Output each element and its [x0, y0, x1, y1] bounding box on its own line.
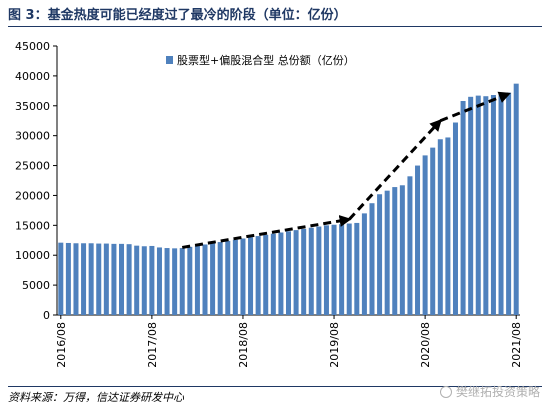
trend-arrow	[439, 91, 511, 123]
bar	[445, 137, 451, 315]
bar	[475, 95, 481, 315]
trend-arrow	[181, 215, 352, 249]
watermark-text: 樊继拓投资策略	[455, 385, 540, 399]
bar	[141, 246, 147, 315]
bar	[111, 243, 117, 315]
x-tick-label: 2016/08	[55, 322, 68, 368]
bar	[96, 243, 102, 315]
bar	[194, 245, 200, 315]
bar	[308, 227, 314, 315]
bar	[483, 96, 489, 315]
source-note: 资料来源：万得，信达证券研发中心	[8, 391, 184, 404]
y-tick-label: 5000	[22, 279, 50, 292]
x-tick-label: 2017/08	[146, 322, 159, 368]
bar	[468, 96, 474, 315]
bar	[415, 165, 421, 315]
bar	[331, 224, 337, 315]
bar	[452, 122, 458, 315]
bar	[339, 224, 345, 315]
bar	[437, 139, 443, 315]
bar	[81, 243, 87, 315]
bar	[202, 244, 208, 315]
bar	[506, 92, 512, 315]
wechat-icon	[439, 385, 452, 398]
bar	[58, 242, 64, 315]
bar	[232, 239, 238, 315]
y-tick-label: 30000	[15, 130, 50, 143]
bar	[255, 236, 261, 315]
x-tick-label: 2018/08	[237, 322, 250, 368]
x-tick-label: 2020/08	[419, 322, 432, 368]
bar	[399, 185, 405, 315]
y-tick-label: 20000	[15, 189, 50, 202]
bar	[240, 238, 246, 315]
bar	[225, 240, 231, 315]
bar	[248, 237, 254, 315]
bar	[293, 230, 299, 315]
bar	[210, 243, 216, 315]
bar	[187, 246, 193, 315]
title-divider	[8, 26, 542, 27]
bar	[460, 100, 466, 316]
bar	[361, 213, 367, 315]
bar	[422, 155, 428, 315]
bar	[490, 95, 496, 315]
bar	[217, 242, 223, 315]
bar	[119, 243, 125, 315]
bar	[369, 203, 375, 315]
bar	[126, 244, 132, 315]
bar	[323, 225, 329, 315]
y-tick-label: 35000	[15, 100, 50, 113]
bar	[513, 83, 519, 315]
bar	[278, 232, 284, 315]
figure-title: 图 3：基金热度可能已经度过了最冷的阶段（单位：亿份）	[8, 8, 347, 23]
bar	[156, 247, 162, 315]
legend-label: 股票型+偏股混合型 总份额（亿份）	[177, 53, 355, 67]
bar	[65, 242, 71, 315]
bar	[263, 234, 269, 315]
bar	[498, 93, 504, 315]
bar	[172, 248, 178, 315]
y-tick-label: 40000	[15, 70, 50, 83]
bar	[430, 147, 436, 315]
bar	[407, 176, 413, 315]
bar	[73, 243, 79, 315]
x-tick-label: 2021/08	[510, 322, 523, 368]
legend-swatch	[166, 56, 173, 64]
bar	[301, 228, 307, 315]
bar	[88, 243, 94, 315]
bar	[179, 248, 185, 315]
y-tick-label: 45000	[15, 40, 50, 53]
watermark: 樊继拓投资策略	[439, 383, 540, 400]
bar	[377, 194, 383, 315]
fund-share-chart: 0 5000 10000 15000 20000 25000 30000 35000 40000…	[15, 40, 523, 368]
bar	[149, 245, 155, 315]
footer-divider	[8, 386, 542, 387]
bar	[354, 222, 360, 315]
y-tick-label: 10000	[15, 249, 50, 262]
y-tick-label: 15000	[15, 219, 50, 232]
y-tick-label: 25000	[15, 160, 50, 173]
bar	[103, 243, 109, 315]
x-tick-label: 2019/08	[328, 322, 341, 368]
bar	[270, 233, 276, 315]
bar	[346, 223, 352, 315]
bar	[164, 248, 170, 315]
bar	[285, 231, 292, 315]
y-tick-label: 0	[43, 309, 50, 322]
trend-arrow	[348, 118, 442, 221]
bar	[316, 226, 322, 315]
bar	[384, 190, 390, 315]
bar	[392, 187, 398, 315]
bar	[134, 245, 140, 315]
